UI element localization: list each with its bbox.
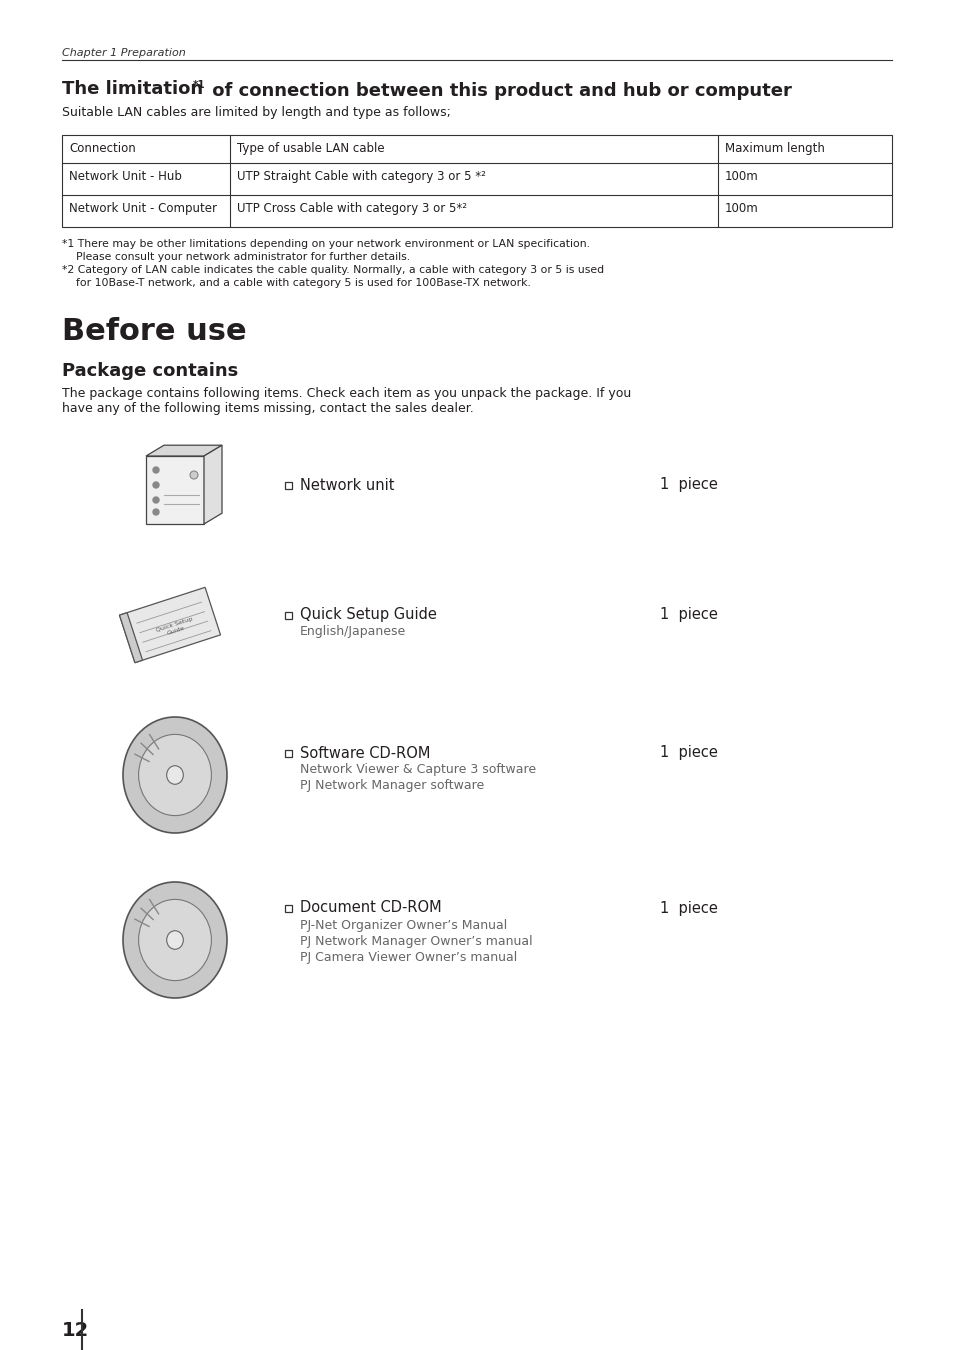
Text: Suitable LAN cables are limited by length and type as follows;: Suitable LAN cables are limited by lengt… xyxy=(62,107,451,119)
Text: Maximum length: Maximum length xyxy=(724,142,824,155)
Text: Quick Setup
Guide: Quick Setup Guide xyxy=(155,617,194,640)
Text: for 10Base-T network, and a cable with category 5 is used for 100Base-TX network: for 10Base-T network, and a cable with c… xyxy=(62,278,530,288)
Text: UTP Cross Cable with category 3 or 5*²: UTP Cross Cable with category 3 or 5*² xyxy=(236,202,467,215)
Text: 12: 12 xyxy=(62,1320,90,1339)
Polygon shape xyxy=(119,587,220,663)
Bar xyxy=(62,135,891,227)
Text: Before use: Before use xyxy=(62,317,247,346)
Ellipse shape xyxy=(138,899,212,980)
Text: Document CD-ROM: Document CD-ROM xyxy=(299,900,441,915)
Text: Network unit: Network unit xyxy=(299,478,395,493)
Text: have any of the following items missing, contact the sales dealer.: have any of the following items missing,… xyxy=(62,402,474,414)
Text: *2 Category of LAN cable indicates the cable quality. Normally, a cable with cat: *2 Category of LAN cable indicates the c… xyxy=(62,265,603,275)
Text: PJ-Net Organizer Owner’s Manual: PJ-Net Organizer Owner’s Manual xyxy=(299,918,507,932)
Text: Type of usable LAN cable: Type of usable LAN cable xyxy=(236,142,384,155)
Ellipse shape xyxy=(138,734,212,815)
Text: 1  piece: 1 piece xyxy=(659,478,717,493)
Text: Connection: Connection xyxy=(69,142,135,155)
Ellipse shape xyxy=(167,765,183,784)
Circle shape xyxy=(152,497,159,504)
Circle shape xyxy=(152,467,159,472)
Text: 100m: 100m xyxy=(724,170,758,184)
Text: *1: *1 xyxy=(193,80,206,90)
Text: PJ Network Manager software: PJ Network Manager software xyxy=(299,779,484,792)
Text: 1  piece: 1 piece xyxy=(659,900,717,915)
Text: *1 There may be other limitations depending on your network environment or LAN s: *1 There may be other limitations depend… xyxy=(62,239,589,248)
Text: The package contains following items. Check each item as you unpack the package.: The package contains following items. Ch… xyxy=(62,387,631,400)
Text: PJ Network Manager Owner’s manual: PJ Network Manager Owner’s manual xyxy=(299,934,532,948)
Text: UTP Straight Cable with category 3 or 5 *²: UTP Straight Cable with category 3 or 5 … xyxy=(236,170,485,184)
Bar xyxy=(285,482,292,489)
Polygon shape xyxy=(146,456,204,524)
Bar xyxy=(285,904,292,911)
Text: Network Viewer & Capture 3 software: Network Viewer & Capture 3 software xyxy=(299,764,536,776)
Text: Chapter 1 Preparation: Chapter 1 Preparation xyxy=(62,49,186,58)
Circle shape xyxy=(152,509,159,514)
Polygon shape xyxy=(146,446,222,456)
Text: Please consult your network administrator for further details.: Please consult your network administrato… xyxy=(62,252,410,262)
Text: Quick Setup Guide: Quick Setup Guide xyxy=(299,608,436,622)
Text: Package contains: Package contains xyxy=(62,362,238,379)
Text: Network Unit - Computer: Network Unit - Computer xyxy=(69,202,216,215)
Ellipse shape xyxy=(167,930,183,949)
Text: PJ Camera Viewer Owner’s manual: PJ Camera Viewer Owner’s manual xyxy=(299,950,517,964)
Text: Network Unit - Hub: Network Unit - Hub xyxy=(69,170,182,184)
Polygon shape xyxy=(204,446,222,524)
Bar xyxy=(285,612,292,618)
Text: 100m: 100m xyxy=(724,202,758,215)
Text: Software CD-ROM: Software CD-ROM xyxy=(299,745,430,760)
Ellipse shape xyxy=(123,717,227,833)
Text: 1  piece: 1 piece xyxy=(659,608,717,622)
Bar xyxy=(285,749,292,756)
Text: 1  piece: 1 piece xyxy=(659,745,717,760)
Ellipse shape xyxy=(123,882,227,998)
Text: of connection between this product and hub or computer: of connection between this product and h… xyxy=(206,82,791,100)
Text: The limitation: The limitation xyxy=(62,80,203,99)
Polygon shape xyxy=(119,613,142,663)
Circle shape xyxy=(152,482,159,487)
Text: English/Japanese: English/Japanese xyxy=(299,625,406,639)
Circle shape xyxy=(190,471,198,479)
